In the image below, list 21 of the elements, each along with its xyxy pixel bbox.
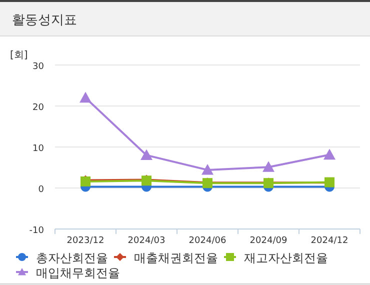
x-tick-label: 2024/03 (128, 236, 166, 246)
point (80, 92, 92, 103)
y-tick-label: 20 (32, 103, 44, 113)
y-tick-label: 10 (32, 144, 44, 154)
legend-label: 매출채권회전율 (134, 251, 218, 265)
point (262, 161, 274, 172)
legend-label: 재고자산회전율 (244, 251, 328, 265)
point (324, 148, 336, 160)
x-tick-label: 2024/06 (188, 236, 226, 246)
x-tick-label: 2023/12 (66, 236, 104, 246)
legend-label: 매입채무회전율 (36, 266, 120, 280)
y-tick-label: -10 (29, 226, 44, 236)
x-tick-label: 2024/12 (310, 236, 348, 246)
legend-label: 총자산회전율 (36, 251, 108, 265)
y-axis-title: [회] (10, 50, 28, 61)
point (202, 164, 214, 175)
chart-title: 활동성지표 (12, 13, 77, 28)
y-tick-label: 0 (38, 185, 44, 195)
point (140, 149, 152, 160)
y-tick-label: 30 (32, 62, 44, 72)
x-tick-label: 2024/09 (250, 236, 288, 246)
